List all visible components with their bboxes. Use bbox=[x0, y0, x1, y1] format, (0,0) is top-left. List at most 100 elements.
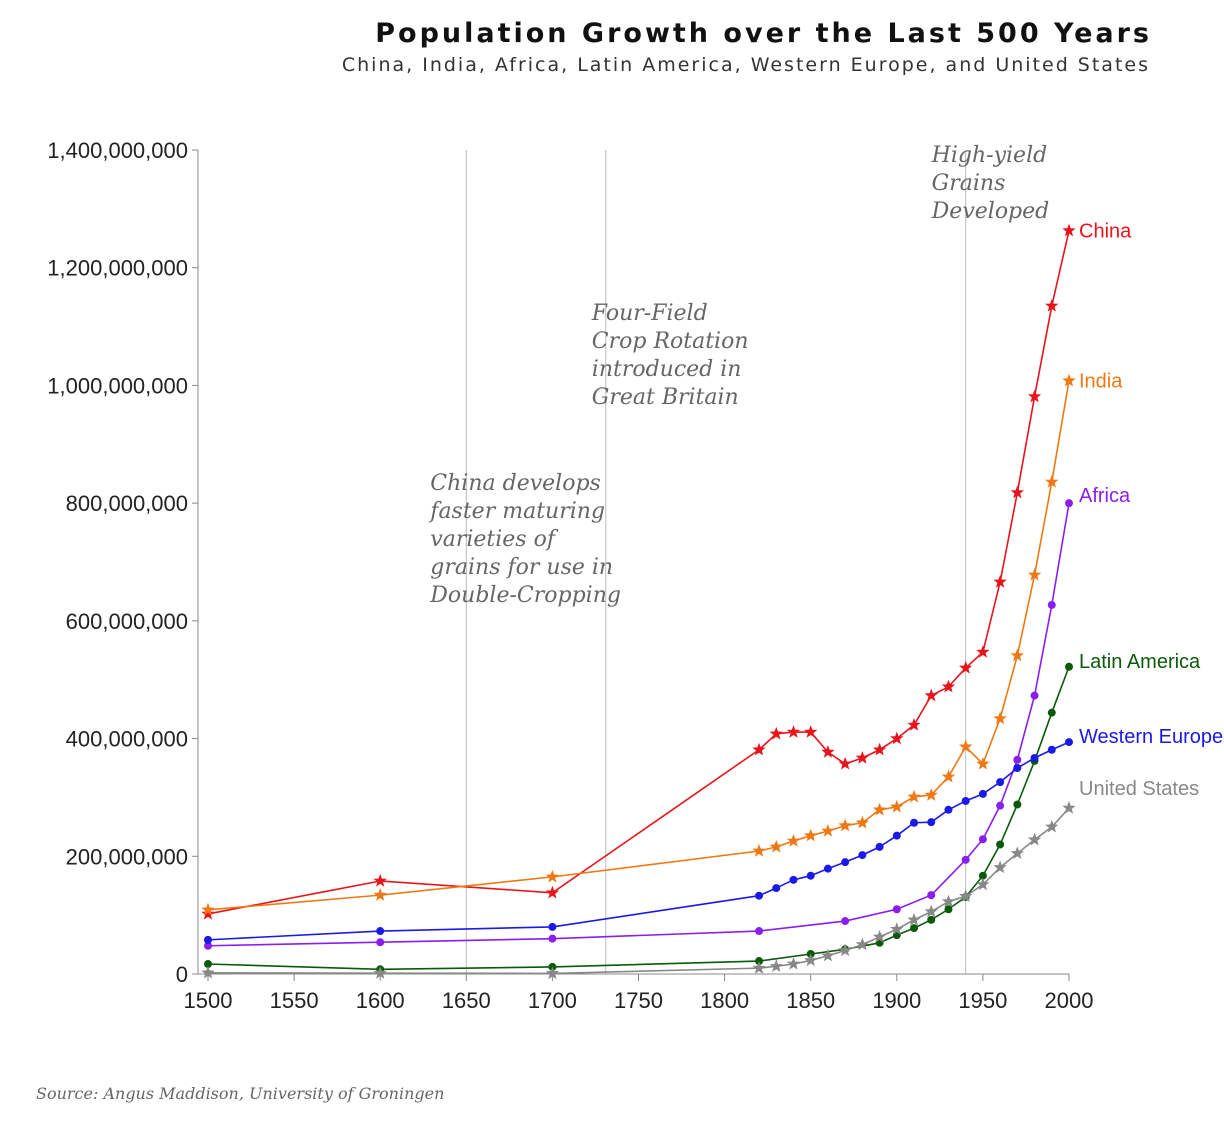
data-point-circle bbox=[996, 840, 1005, 849]
data-point-circle bbox=[755, 927, 764, 936]
data-point-circle bbox=[892, 905, 901, 914]
data-point-star bbox=[838, 818, 852, 832]
data-point-circle bbox=[789, 875, 798, 884]
data-point-star bbox=[907, 912, 921, 926]
data-point-circle bbox=[1013, 755, 1022, 764]
annotation-line-text: introduced in bbox=[592, 357, 742, 382]
annotation-text: China develops faster maturing varieties o… bbox=[428, 471, 621, 608]
data-point-star bbox=[804, 953, 818, 967]
data-point-star bbox=[1062, 373, 1076, 387]
data-point-circle bbox=[978, 789, 987, 798]
x-tick-label: 1850 bbox=[786, 988, 835, 1013]
data-point-star bbox=[907, 789, 921, 803]
data-point-circle bbox=[944, 905, 953, 914]
y-tick-label: 400,000,000 bbox=[66, 727, 188, 752]
data-point-star bbox=[1027, 389, 1042, 403]
data-point-star bbox=[769, 959, 783, 972]
series-western-europe: Western Europe bbox=[204, 726, 1223, 944]
series-india: India bbox=[201, 371, 1123, 916]
data-point-star bbox=[201, 902, 215, 916]
y-tick-label: 1,000,000,000 bbox=[47, 373, 188, 398]
series-line bbox=[207, 380, 1070, 911]
data-point-star bbox=[890, 731, 904, 745]
series-line bbox=[207, 503, 1070, 947]
annotation-line-text: Crop Rotation bbox=[592, 329, 749, 354]
data-point-star bbox=[959, 660, 973, 674]
data-point-star bbox=[838, 756, 852, 770]
data-point-star bbox=[373, 966, 387, 979]
data-point-star bbox=[786, 725, 801, 738]
data-point-star bbox=[838, 943, 852, 957]
data-point-star bbox=[1010, 648, 1024, 662]
data-point-star bbox=[872, 929, 887, 943]
annotation-line-text: grains for use in bbox=[430, 555, 613, 580]
data-point-star bbox=[1062, 223, 1076, 237]
data-point-star bbox=[924, 788, 938, 801]
annotation-line-text: High-yield bbox=[931, 143, 1048, 168]
data-point-star bbox=[752, 961, 766, 974]
data-point-circle bbox=[944, 805, 953, 814]
data-point-star bbox=[976, 756, 990, 770]
x-tick-label: 1950 bbox=[958, 988, 1007, 1013]
data-point-star bbox=[941, 769, 956, 783]
data-point-star bbox=[1045, 299, 1059, 312]
series-line bbox=[207, 741, 1070, 941]
data-point-circle bbox=[376, 927, 385, 936]
data-point-circle bbox=[858, 851, 867, 860]
data-point-circle bbox=[548, 922, 557, 931]
y-tick-label: 1,200,000,000 bbox=[47, 256, 188, 281]
data-point-circle bbox=[376, 938, 385, 947]
data-point-circle bbox=[1065, 738, 1073, 747]
x-tick-label: 1750 bbox=[614, 988, 663, 1013]
data-point-circle bbox=[1065, 499, 1073, 508]
data-point-circle bbox=[755, 891, 764, 900]
data-point-circle bbox=[841, 858, 850, 867]
series-label: Western Europe bbox=[1079, 726, 1223, 748]
data-point-star bbox=[769, 839, 783, 853]
data-point-circle bbox=[996, 778, 1005, 787]
data-point-circle bbox=[910, 924, 919, 933]
data-point-star bbox=[545, 869, 560, 883]
annotation-line-text: China develops bbox=[430, 471, 601, 496]
series-label: United States bbox=[1079, 778, 1199, 800]
data-point-circle bbox=[1065, 662, 1073, 671]
data-point-star bbox=[890, 922, 904, 935]
x-tick-label: 1700 bbox=[528, 988, 577, 1013]
series: China India Africa Latin America Western Eur… bbox=[201, 221, 1223, 980]
data-point-star bbox=[373, 888, 387, 901]
data-point-star bbox=[804, 725, 818, 738]
data-point-circle bbox=[204, 935, 212, 944]
annotation-text: Four-Field Crop Rotation introduced in Grea… bbox=[591, 301, 749, 410]
x-tick-label: 1650 bbox=[442, 988, 491, 1013]
x-tick-label: 1600 bbox=[356, 988, 405, 1013]
data-point-star bbox=[855, 751, 869, 764]
data-point-star bbox=[1045, 475, 1059, 488]
data-point-circle bbox=[892, 831, 901, 840]
annotation-text: High-yield Grains Developed bbox=[931, 143, 1050, 224]
x-tick-label: 1550 bbox=[270, 988, 319, 1013]
data-point-star bbox=[545, 966, 560, 980]
annotations: China develops faster maturing varieties o… bbox=[428, 143, 1049, 974]
annotation-line-text: Four-Field bbox=[591, 301, 708, 326]
annotation-line-text: Double-Cropping bbox=[429, 583, 621, 608]
data-point-circle bbox=[204, 941, 212, 950]
data-point-circle bbox=[548, 934, 557, 943]
y-tick-label: 1,400,000,000 bbox=[47, 138, 188, 163]
data-point-circle bbox=[1047, 600, 1056, 609]
data-point-star bbox=[855, 937, 869, 951]
data-point-star bbox=[1062, 801, 1076, 814]
data-point-star bbox=[976, 645, 990, 658]
data-point-circle bbox=[1030, 691, 1039, 700]
data-point-star bbox=[1027, 832, 1042, 846]
data-point-circle bbox=[996, 801, 1005, 810]
data-point-circle bbox=[1030, 753, 1039, 762]
data-point-circle bbox=[1047, 708, 1056, 717]
source-note: Source: Angus Maddison, University of Gr… bbox=[36, 1084, 444, 1103]
series-china: China bbox=[201, 221, 1132, 920]
data-point-star bbox=[959, 889, 973, 902]
series-label: Africa bbox=[1079, 485, 1131, 507]
annotation-line-text: Great Britain bbox=[592, 385, 739, 410]
chart-title: Population Growth over the Last 500 Year… bbox=[375, 18, 1152, 49]
series-label: China bbox=[1079, 221, 1132, 243]
x-tick-label: 1500 bbox=[184, 988, 233, 1013]
